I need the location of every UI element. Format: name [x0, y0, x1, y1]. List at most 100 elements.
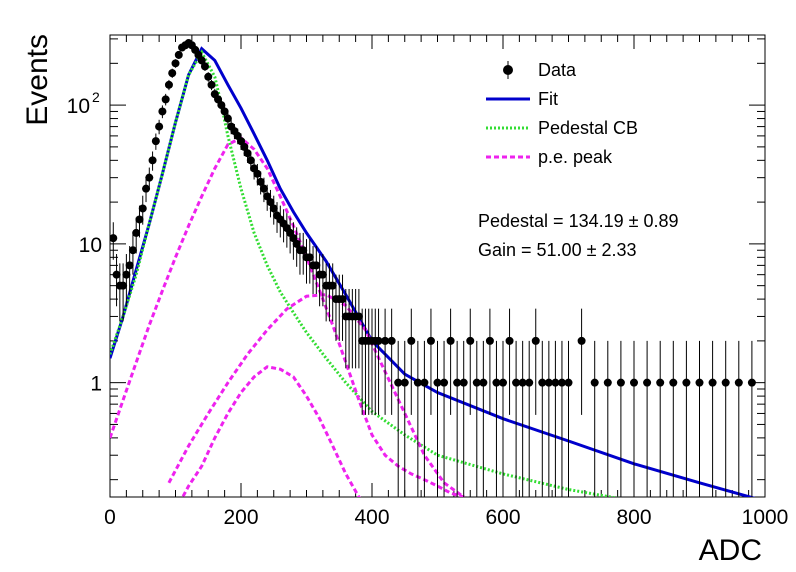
data-point	[142, 184, 151, 193]
data-point	[312, 261, 321, 270]
data-point	[544, 378, 553, 387]
data-point	[564, 378, 573, 387]
data-point	[148, 156, 157, 165]
data-point	[112, 270, 121, 279]
data-point	[459, 378, 468, 387]
data-point	[557, 378, 566, 387]
data-point	[119, 281, 128, 290]
data-point	[512, 378, 521, 387]
annotation-pedestal: Pedestal = 134.19 ± 0.89	[478, 211, 679, 231]
data-point	[433, 378, 442, 387]
legend-swatch-marker	[503, 65, 513, 75]
legend-item-pedestal-cb: Pedestal CB	[486, 118, 638, 138]
data-point	[643, 378, 652, 387]
data-point	[577, 336, 586, 345]
data-point	[266, 198, 275, 207]
data-point	[207, 80, 216, 89]
data-point	[472, 378, 481, 387]
data-point	[420, 378, 429, 387]
data-point	[171, 59, 180, 68]
data-point	[220, 107, 229, 116]
x-tick-label: 400	[354, 506, 389, 529]
data-point	[708, 378, 717, 387]
data-point	[197, 56, 206, 65]
data-point	[734, 378, 743, 387]
data-point	[122, 270, 131, 279]
data-point	[305, 253, 314, 262]
annotation-gain: Gain = 51.00 ± 2.33	[478, 240, 637, 260]
data-point	[426, 336, 435, 345]
data-point	[682, 378, 691, 387]
data-point	[269, 204, 278, 213]
data-point	[466, 336, 475, 345]
data-point	[145, 173, 154, 182]
data-point	[518, 378, 527, 387]
x-tick-label: 800	[616, 506, 651, 529]
data-point	[161, 95, 170, 104]
data-point	[151, 137, 160, 146]
data-point	[381, 336, 390, 345]
data-point	[253, 169, 262, 178]
data-point	[217, 101, 226, 110]
data-point	[174, 50, 183, 59]
x-tick-label: 0	[104, 506, 116, 529]
data-point	[292, 239, 301, 248]
data-point	[630, 378, 638, 387]
x-tick-label: 600	[485, 506, 520, 529]
data-point	[413, 378, 422, 387]
data-point	[223, 114, 232, 123]
data-point	[453, 378, 462, 387]
data-point	[318, 270, 327, 279]
curve-p-e-peak-5	[180, 365, 361, 497]
data-point	[538, 378, 547, 387]
data-point	[407, 336, 416, 345]
x-tick-label: 200	[223, 506, 258, 529]
data-point	[695, 378, 704, 387]
legend-label: Fit	[538, 89, 558, 109]
data-point	[200, 62, 209, 71]
data-point	[135, 215, 144, 224]
x-axis-label: ADC	[699, 534, 762, 567]
data-point	[603, 378, 612, 387]
data-point	[551, 378, 560, 387]
data-point	[164, 80, 173, 89]
x-tick-label: 1000	[742, 506, 789, 529]
legend-label: Data	[538, 60, 577, 80]
data-point	[400, 378, 409, 387]
data-point	[525, 378, 534, 387]
data-point	[204, 72, 213, 81]
data-point	[747, 378, 756, 387]
data-point	[669, 378, 678, 387]
data-point	[168, 69, 177, 78]
data-point	[492, 378, 501, 387]
legend-item-data: Data	[503, 60, 577, 80]
data-point	[590, 378, 599, 387]
legend-label: p.e. peak	[538, 147, 613, 167]
data-point	[240, 142, 249, 151]
data-point	[125, 261, 134, 270]
data-point	[256, 177, 265, 186]
data-point	[354, 312, 363, 321]
data-point	[259, 184, 268, 193]
data-point	[374, 336, 383, 345]
y-tick-label: 1	[90, 373, 102, 396]
data-point	[531, 336, 540, 345]
data-point	[721, 378, 730, 387]
data-point	[499, 378, 507, 387]
data-point	[132, 228, 141, 237]
y-tick-exponent: 2	[92, 89, 100, 105]
data-point	[138, 204, 147, 213]
data-point	[328, 281, 337, 290]
data-point	[485, 336, 494, 345]
data-point	[479, 378, 488, 387]
data-point	[387, 336, 396, 345]
y-tick-label: 10	[79, 234, 102, 257]
data-point	[338, 295, 347, 304]
y-axis-label: Events	[21, 34, 54, 126]
data-point	[440, 378, 449, 387]
legend-item-p-e-peak: p.e. peak	[486, 147, 613, 167]
y-tick-label: 10	[67, 95, 90, 118]
data-point	[243, 149, 252, 158]
legend-item-fit: Fit	[486, 89, 558, 109]
